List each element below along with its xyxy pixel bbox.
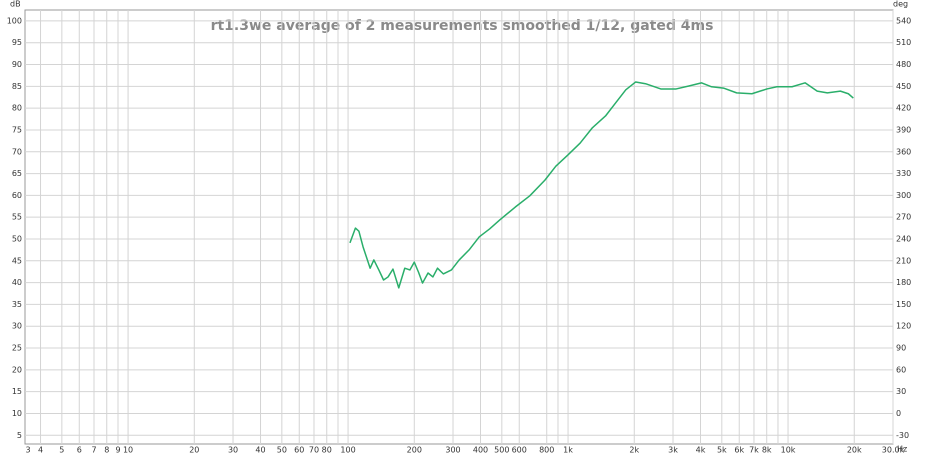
y2-tick-label: 210 (896, 256, 911, 265)
x-tick-label: 600 (512, 446, 527, 455)
y-tick-label: 20 (12, 365, 22, 374)
x-tick-label: 10k (781, 446, 796, 455)
y-tick-label: 25 (12, 344, 22, 353)
y-tick-label: 95 (12, 38, 22, 47)
plot-area (24, 9, 894, 445)
x-tick-label: 7k (749, 446, 759, 455)
y2-tick-label: 240 (896, 234, 911, 243)
x-tick-label: 8k (762, 446, 772, 455)
y2-tick-label: 120 (896, 322, 911, 331)
x-tick-label: 100 (340, 446, 355, 455)
x-tick-label: 20 (189, 446, 199, 455)
y2-tick-label: 60 (896, 365, 906, 374)
x-tick-label: 200 (407, 446, 422, 455)
x-tick-label: 7 (91, 446, 96, 455)
y2-tick-label: 540 (896, 16, 911, 25)
x-tick-label: 300 (445, 446, 460, 455)
x-tick-label: 2k (629, 446, 639, 455)
y-tick-label: 100 (7, 16, 22, 25)
x-tick-label: 40 (255, 446, 265, 455)
y2-axis-label: deg (893, 0, 908, 9)
y-tick-label: 60 (12, 191, 22, 200)
x-tick-label: 400 (473, 446, 488, 455)
x-tick-label: 5k (717, 446, 727, 455)
y-tick-label: 55 (12, 213, 22, 222)
x-tick-label: 70 (309, 446, 319, 455)
y2-tick-label: 270 (896, 213, 911, 222)
x-tick-label: 4k (696, 446, 706, 455)
x-tick-label: 30 (228, 446, 238, 455)
y-tick-label: 10 (12, 409, 22, 418)
y2-tick-label: 150 (896, 300, 911, 309)
y-tick-label: 15 (12, 387, 22, 396)
x-tick-label: 80 (322, 446, 332, 455)
y2-tick-label: 420 (896, 104, 911, 113)
y2-tick-label: -30 (896, 431, 909, 440)
x-tick-label: 60 (294, 446, 304, 455)
y2-tick-label: 450 (896, 82, 911, 91)
x-tick-label: 10 (123, 446, 133, 455)
response-line (349, 81, 854, 289)
y-tick-label: 35 (12, 300, 22, 309)
y-tick-label: 65 (12, 169, 22, 178)
x-tick-label: 3 (25, 446, 30, 455)
y2-tick-label: 360 (896, 147, 911, 156)
x-tick-label: 1k (563, 446, 573, 455)
y-tick-label: 5 (17, 431, 22, 440)
x-tick-label: 20k (847, 446, 862, 455)
y-tick-label: 45 (12, 256, 22, 265)
y-tick-label: 70 (12, 147, 22, 156)
y2-tick-label: 510 (896, 38, 911, 47)
y2-tick-label: 30 (896, 387, 906, 396)
x-tick-label: 6k (734, 446, 744, 455)
y2-tick-label: 300 (896, 191, 911, 200)
y-tick-label: 50 (12, 234, 22, 243)
y-tick-label: 80 (12, 104, 22, 113)
y2-tick-label: 390 (896, 125, 911, 134)
y-tick-label: 40 (12, 278, 22, 287)
y-tick-label: 90 (12, 60, 22, 69)
y-tick-label: 75 (12, 125, 22, 134)
y-axis-label: dB (10, 0, 21, 9)
x-tick-label: 4 (38, 446, 43, 455)
x-tick-label: 500 (494, 446, 509, 455)
x-axis-label: Hz (897, 445, 907, 454)
x-tick-label: 6 (77, 446, 82, 455)
y2-tick-label: 0 (896, 409, 901, 418)
x-tick-label: 5 (59, 446, 64, 455)
x-tick-label: 30.0k (882, 446, 905, 455)
x-tick-label: 3k (668, 446, 678, 455)
y2-tick-label: 480 (896, 60, 911, 69)
chart-title: rt1.3we average of 2 measurements smooth… (211, 18, 714, 34)
x-tick-label: 50 (277, 446, 287, 455)
x-tick-label: 800 (539, 446, 554, 455)
x-tick-label: 9 (115, 446, 120, 455)
y2-tick-label: 90 (896, 344, 906, 353)
x-tick-label: 8 (104, 446, 109, 455)
y-tick-label: 30 (12, 322, 22, 331)
y2-tick-label: 330 (896, 169, 911, 178)
y-tick-label: 85 (12, 82, 22, 91)
y2-tick-label: 180 (896, 278, 911, 287)
